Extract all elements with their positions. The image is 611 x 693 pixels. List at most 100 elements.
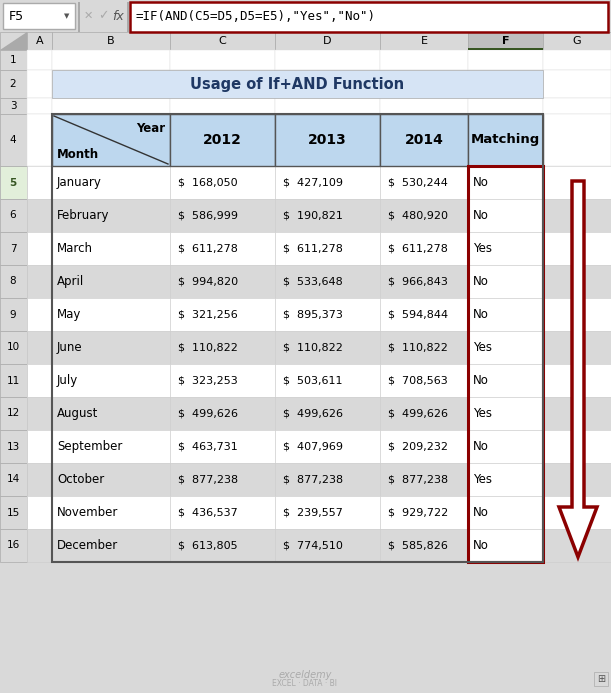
Bar	[468, 463, 543, 496]
Text: F: F	[502, 36, 509, 46]
Text: $  530,244: $ 530,244	[388, 177, 448, 188]
Bar	[27, 50, 52, 70]
Bar	[170, 298, 275, 331]
Text: F5: F5	[9, 10, 24, 22]
Text: $  168,050: $ 168,050	[178, 177, 238, 188]
Bar	[275, 331, 380, 364]
Bar	[27, 529, 52, 562]
Bar	[543, 265, 611, 298]
Bar	[78, 2, 80, 32]
Bar	[468, 265, 543, 298]
Bar	[543, 397, 611, 430]
Text: No: No	[473, 440, 489, 453]
Bar	[52, 32, 170, 50]
Text: 15: 15	[6, 507, 20, 518]
Bar	[594, 672, 608, 686]
Bar	[170, 70, 275, 98]
Text: 1: 1	[10, 55, 16, 65]
Text: $  463,731: $ 463,731	[178, 441, 238, 452]
Text: 2013: 2013	[308, 133, 347, 147]
Bar	[27, 232, 52, 265]
Bar	[52, 114, 170, 166]
Text: August: August	[57, 407, 98, 420]
Bar	[52, 529, 170, 562]
Bar	[275, 298, 380, 331]
Bar	[468, 98, 543, 114]
Bar	[468, 32, 543, 50]
Bar	[0, 232, 27, 265]
Bar	[0, 430, 27, 463]
Bar	[275, 114, 380, 166]
Bar	[170, 50, 275, 70]
Bar	[275, 50, 380, 70]
Bar	[543, 50, 611, 70]
Text: $  499,626: $ 499,626	[388, 408, 448, 419]
Bar	[52, 166, 170, 199]
Bar	[52, 331, 170, 364]
Bar	[380, 430, 468, 463]
Text: 2: 2	[10, 79, 16, 89]
Text: 6: 6	[10, 211, 16, 220]
Bar	[380, 463, 468, 496]
Bar	[468, 364, 543, 397]
Bar	[468, 114, 543, 166]
Bar	[275, 364, 380, 397]
Bar	[275, 397, 380, 430]
Bar	[468, 496, 543, 529]
Bar	[52, 298, 170, 331]
Text: 3: 3	[10, 101, 16, 111]
Bar	[170, 265, 275, 298]
Bar	[380, 298, 468, 331]
Bar	[468, 199, 543, 232]
Bar	[0, 32, 611, 50]
Text: 5: 5	[9, 177, 16, 188]
Text: $  611,278: $ 611,278	[178, 243, 238, 254]
Text: $  966,843: $ 966,843	[388, 277, 448, 286]
Bar	[0, 70, 27, 98]
Bar	[275, 32, 380, 50]
Text: A: A	[35, 36, 43, 46]
Text: $  503,611: $ 503,611	[283, 376, 343, 385]
Text: 13: 13	[6, 441, 20, 452]
Bar	[52, 114, 543, 562]
Bar	[0, 298, 27, 331]
Bar	[468, 70, 543, 98]
Text: Yes: Yes	[473, 473, 492, 486]
Text: $  499,626: $ 499,626	[178, 408, 238, 419]
Bar	[380, 98, 468, 114]
Bar	[380, 232, 468, 265]
Bar	[380, 114, 468, 166]
Bar	[0, 529, 27, 562]
Bar	[170, 32, 275, 50]
Bar	[380, 166, 468, 199]
Bar	[27, 98, 52, 114]
Text: $  613,805: $ 613,805	[178, 541, 238, 550]
Bar	[275, 529, 380, 562]
Bar	[543, 166, 611, 199]
Bar	[380, 50, 468, 70]
Text: $  895,373: $ 895,373	[283, 310, 343, 319]
Bar	[170, 199, 275, 232]
Text: No: No	[473, 374, 489, 387]
Bar	[543, 98, 611, 114]
Text: $  110,822: $ 110,822	[178, 342, 238, 353]
Bar	[380, 199, 468, 232]
Text: $  436,537: $ 436,537	[178, 507, 238, 518]
Bar	[468, 232, 543, 265]
Text: December: December	[57, 539, 119, 552]
Bar	[27, 70, 52, 98]
Bar	[275, 232, 380, 265]
Bar	[468, 529, 543, 562]
Bar	[543, 463, 611, 496]
Bar	[468, 50, 543, 70]
Text: November: November	[57, 506, 119, 519]
Text: No: No	[473, 539, 489, 552]
Bar	[27, 298, 52, 331]
Text: G: G	[573, 36, 581, 46]
Bar	[543, 331, 611, 364]
Bar	[52, 496, 170, 529]
Bar	[27, 430, 52, 463]
Text: $  994,820: $ 994,820	[178, 277, 238, 286]
Text: $  499,626: $ 499,626	[283, 408, 343, 419]
Text: E: E	[420, 36, 428, 46]
